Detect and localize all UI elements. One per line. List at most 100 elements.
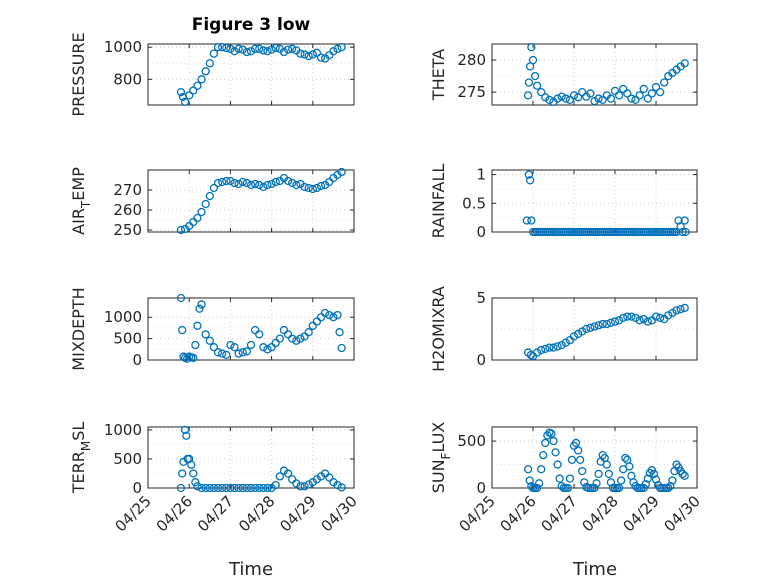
data-point [296,49,305,58]
data-point [627,94,636,103]
x-tick-label: 04/28 [235,492,278,535]
data-point [527,43,536,52]
data-point [573,93,583,102]
data-point [337,167,346,177]
y-tick-label: 500 [113,330,142,348]
data-point [193,213,202,223]
data-point [201,330,210,339]
data-point [541,344,550,353]
data-point [672,306,681,315]
data-point [569,91,579,100]
x-tick-label: 04/25 [112,492,155,535]
data-point [582,324,591,334]
data-point [586,89,595,98]
data-point [541,438,550,448]
data-point [176,225,186,235]
data-point [230,47,239,56]
data-point [300,182,309,192]
data-point [178,325,187,335]
subplot-2: 275 280 THETA [429,43,698,106]
x-tick-label: 04/25 [456,492,499,535]
data-point [545,343,554,352]
data-point [180,425,190,435]
y-tick-label: 0 [476,479,486,497]
data-point [614,483,624,493]
subplot-6: 0 5 H2OMIXRA [429,286,698,372]
data-point [590,96,599,106]
data-point [271,338,280,348]
data-point [197,75,206,84]
data-point [627,312,636,321]
data-point [549,343,558,352]
data-point [185,91,194,100]
x-tick-label: 04/26 [497,492,540,535]
data-point [279,325,289,335]
data-point [523,465,533,474]
data-point [222,483,231,493]
data-point [222,176,231,186]
y-tick-label: 0 [476,351,486,369]
data-point [333,44,342,53]
data-point [283,330,293,339]
data-point [535,479,544,488]
data-point [275,472,284,481]
data-point [259,483,268,493]
data-point [337,483,346,492]
data-point [571,438,581,448]
data-point [680,216,689,225]
data-point [647,89,657,98]
data-point [182,354,192,363]
data-point [230,483,239,493]
data-point [193,81,202,90]
data-point [189,353,198,363]
data-point [594,94,603,103]
data-point [598,319,607,329]
data-point [316,53,326,62]
data-point [525,476,534,485]
data-point [300,50,309,59]
data-point [651,82,661,92]
data-point [651,312,661,321]
data-point [259,46,268,55]
data-point [532,81,542,90]
data-point [296,334,305,343]
data-point [625,462,634,471]
data-point [525,176,535,185]
data-point [678,469,687,479]
subplot-4: 0 0.5 1 RAINFALL [429,164,698,241]
data-point [680,59,689,68]
data-point [651,475,661,484]
data-point [524,170,534,179]
data-point [578,88,587,97]
data-point [234,349,243,358]
data-point [580,478,589,487]
data-point [218,483,227,493]
data-point [271,480,280,490]
data-point [308,184,317,194]
data-point [335,328,344,337]
data-point [602,319,611,329]
figure-title: Figure 3 low [192,15,311,35]
y-tick-label: 500 [457,432,486,450]
y-axis-label: RAINFALL [429,164,448,239]
data-point [283,45,293,54]
data-point [242,347,252,356]
data-point [246,180,256,190]
data-point [553,460,562,469]
data-point [250,483,260,493]
data-point [590,483,599,493]
data-point [222,43,231,53]
data-point [238,45,247,54]
data-point [197,207,206,217]
data-point [304,51,313,61]
data-point [267,343,276,352]
data-point [209,343,219,352]
data-point [578,327,587,336]
y-tick-label: 800 [113,70,142,88]
y-tick-label: 275 [457,83,486,101]
data-point [537,465,546,474]
data-point [176,483,186,493]
data-point [255,180,264,190]
data-point [522,216,531,225]
